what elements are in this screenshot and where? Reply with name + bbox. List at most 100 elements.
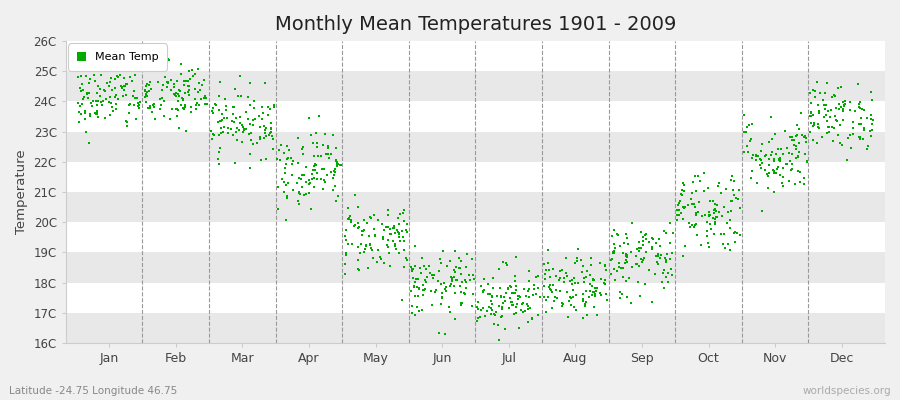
Point: [675, 192, 689, 199]
Point: [741, 149, 755, 155]
Point: [792, 140, 806, 146]
Point: [521, 268, 535, 275]
Point: [329, 160, 344, 167]
Point: [842, 99, 857, 105]
Point: [244, 136, 258, 143]
Point: [559, 270, 573, 276]
Point: [258, 125, 273, 132]
Point: [624, 300, 638, 306]
Point: [553, 288, 567, 294]
Point: [178, 102, 193, 108]
Point: [806, 123, 820, 130]
Point: [779, 160, 794, 167]
Point: [128, 72, 142, 79]
Point: [758, 166, 772, 173]
Point: [749, 157, 763, 164]
Point: [796, 132, 810, 138]
Point: [364, 247, 379, 253]
Point: [277, 150, 292, 156]
Point: [836, 102, 850, 108]
Point: [397, 264, 411, 270]
Point: [418, 279, 433, 286]
Point: [318, 178, 332, 185]
Point: [484, 300, 499, 307]
Point: [388, 243, 402, 250]
Point: [702, 209, 716, 216]
Point: [139, 88, 153, 94]
Point: [828, 116, 842, 123]
Point: [241, 116, 256, 122]
Point: [259, 133, 274, 140]
Point: [406, 274, 420, 281]
Point: [699, 219, 714, 225]
Point: [397, 237, 411, 244]
Point: [836, 116, 850, 123]
Point: [463, 277, 477, 283]
Point: [407, 283, 421, 290]
Point: [773, 172, 788, 179]
Point: [359, 241, 374, 248]
Point: [575, 262, 590, 269]
Point: [803, 113, 817, 119]
Point: [382, 249, 396, 256]
Point: [516, 300, 530, 306]
Point: [181, 82, 195, 89]
Point: [112, 72, 127, 78]
Point: [142, 79, 157, 85]
Point: [443, 258, 457, 264]
Point: [205, 108, 220, 114]
Point: [295, 172, 310, 178]
Point: [724, 208, 739, 214]
Point: [737, 149, 751, 155]
Point: [214, 110, 229, 117]
Point: [473, 307, 488, 313]
Point: [253, 123, 267, 130]
Point: [629, 261, 643, 268]
Point: [829, 105, 843, 112]
Point: [232, 114, 247, 120]
Point: [639, 231, 653, 237]
Point: [758, 152, 772, 159]
Point: [294, 176, 309, 182]
Point: [392, 210, 407, 217]
Point: [508, 310, 523, 316]
Point: [797, 134, 812, 140]
Point: [854, 106, 868, 112]
Point: [260, 111, 274, 118]
Point: [636, 238, 651, 244]
Point: [77, 108, 92, 114]
Point: [309, 130, 323, 137]
Point: [632, 263, 646, 270]
Point: [608, 245, 622, 251]
Point: [626, 263, 640, 270]
Point: [852, 136, 867, 142]
Point: [392, 220, 407, 227]
Point: [405, 310, 419, 316]
Point: [608, 277, 623, 284]
Point: [272, 146, 286, 153]
Point: [156, 82, 170, 88]
Point: [710, 202, 724, 208]
Point: [790, 154, 805, 160]
Point: [483, 291, 498, 298]
Point: [501, 305, 516, 311]
Point: [857, 127, 871, 133]
Point: [793, 179, 807, 185]
Point: [147, 101, 161, 107]
Point: [490, 293, 504, 300]
Point: [172, 87, 186, 94]
Point: [820, 118, 834, 124]
Point: [720, 220, 734, 226]
Point: [200, 100, 214, 107]
Point: [196, 95, 211, 101]
Point: [385, 238, 400, 244]
Point: [652, 250, 666, 257]
Point: [744, 136, 759, 142]
Point: [733, 232, 747, 238]
Point: [304, 171, 319, 177]
Point: [416, 282, 430, 288]
Point: [89, 102, 104, 108]
Point: [457, 290, 472, 296]
Point: [77, 110, 92, 116]
Point: [821, 108, 835, 114]
